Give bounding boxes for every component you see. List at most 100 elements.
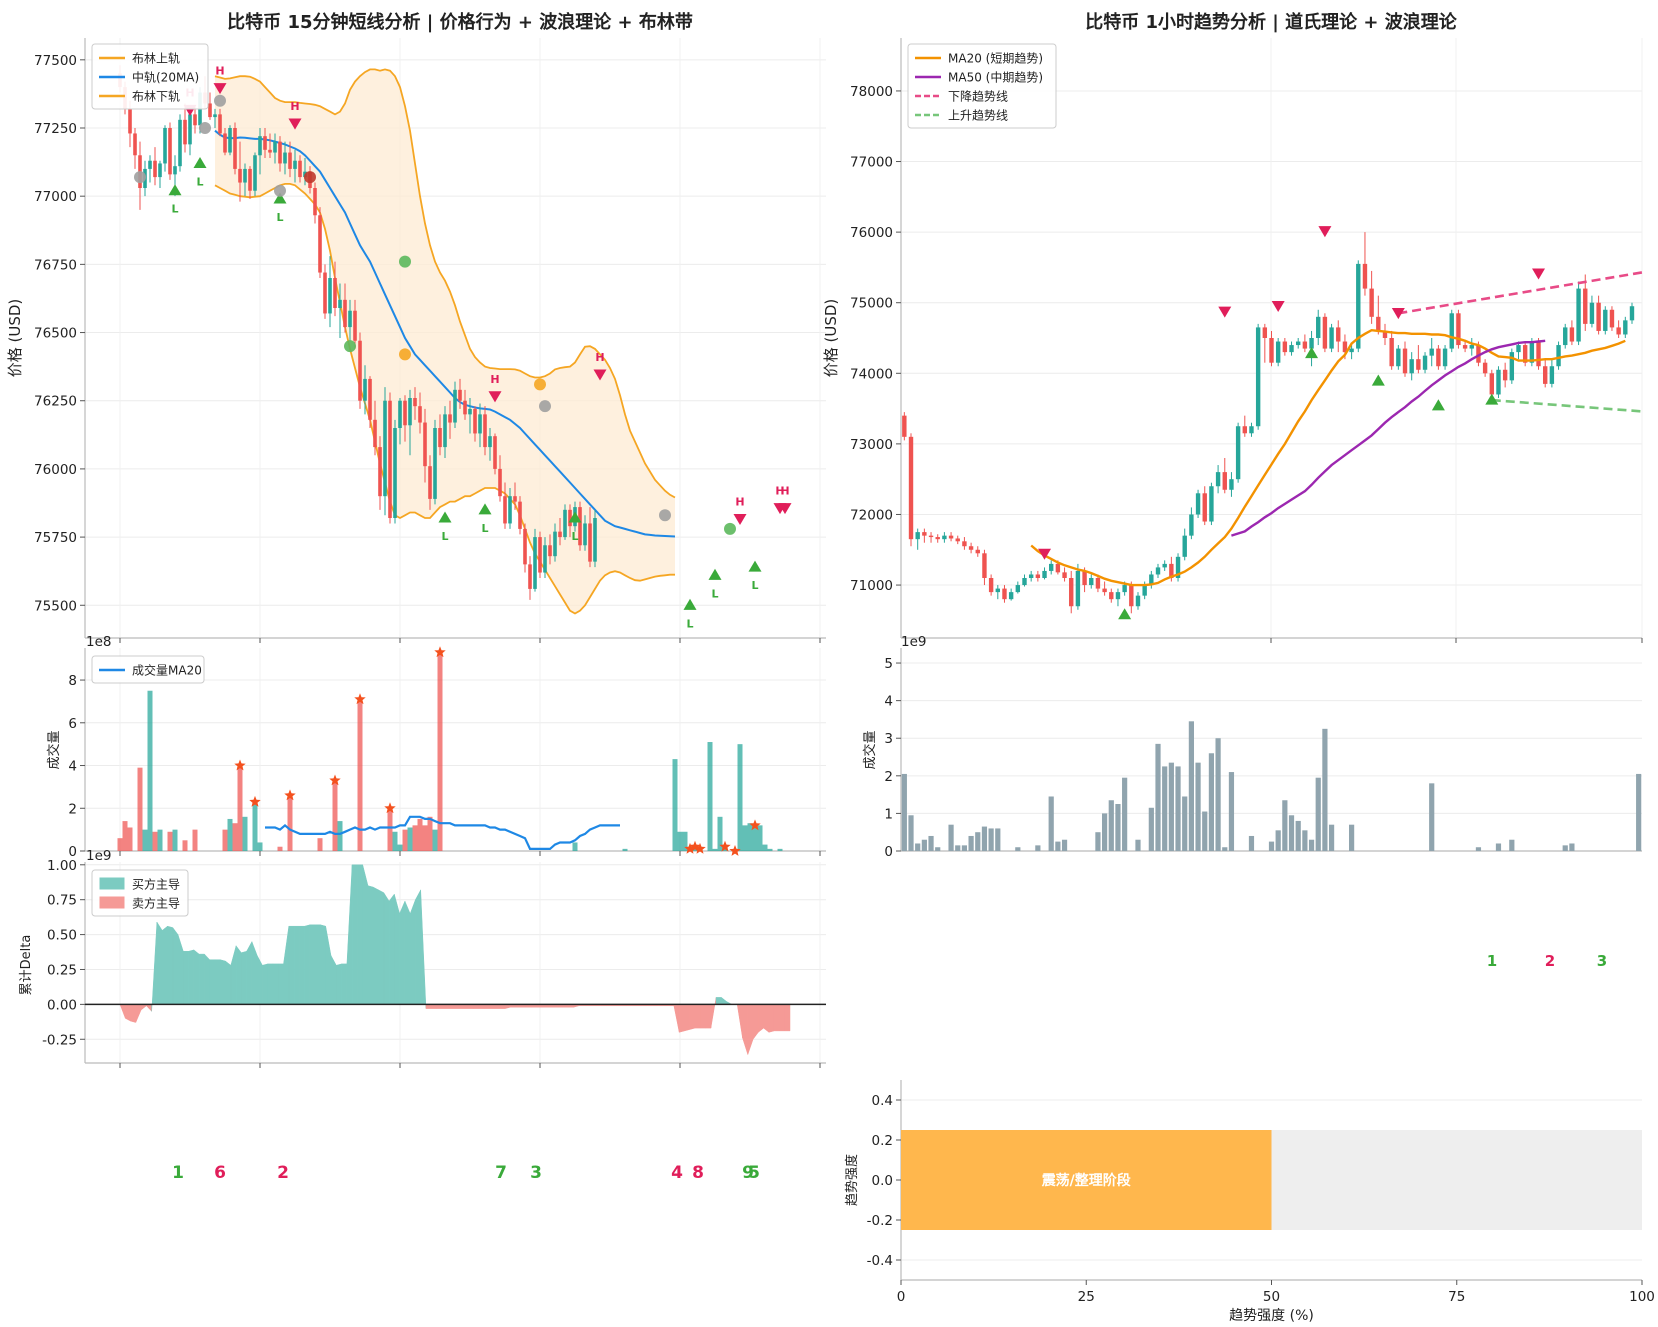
right-candle-body: [1235, 426, 1241, 480]
gauge-x-tick-label: 0: [897, 1289, 906, 1305]
right-candle-body: [1342, 341, 1348, 353]
pattern-dot-gray: [539, 400, 551, 413]
right-volume-bar: [1195, 762, 1201, 851]
left-candle-body: [448, 414, 452, 423]
left-volume-bar: [742, 825, 748, 851]
delta-buy-segment: [320, 924, 326, 1005]
delta-sell-segment: [146, 1004, 152, 1013]
delta-buy-segment: [309, 924, 316, 1005]
right-candle-body: [1008, 592, 1014, 600]
right-volume-bar: [1135, 839, 1141, 851]
left-candle-body: [253, 155, 257, 191]
right-volume-bar: [1636, 773, 1642, 851]
delta-buy-segment: [198, 953, 205, 1005]
gauge-x-tick-label: 100: [1629, 1289, 1655, 1305]
pattern-dot-orange: [399, 348, 411, 361]
right-candle-body: [995, 588, 1000, 593]
right-candle-body: [902, 415, 907, 437]
left-candle-body: [373, 419, 377, 448]
left-candle-body: [213, 114, 217, 118]
left-delta-y-tick-label: -0.25: [42, 1032, 77, 1048]
left-candle-body: [333, 278, 337, 308]
delta-sell-segment: [130, 1004, 137, 1023]
gauge-y-tick-label: 0.4: [872, 1093, 893, 1109]
left-swing-markers: HHHHHHHHLLLLLLLLL: [134, 65, 792, 630]
volume-spike-star: [729, 845, 741, 856]
swing-low-marker: [478, 503, 492, 515]
volume-spike-star: [684, 842, 696, 854]
volume-spike-star: [249, 795, 261, 807]
left-volume-legend-entry: 成交量MA20: [132, 663, 202, 678]
right-candle-body: [1149, 574, 1154, 586]
gauge-phase-label: 震荡/整理阶段: [1041, 1172, 1131, 1189]
right-candle-body: [1209, 486, 1214, 522]
right-volume-bar: [935, 847, 941, 851]
volume-spike-star: [234, 759, 246, 771]
left-volume-bar: [182, 840, 188, 851]
left-candle-body: [153, 160, 157, 178]
swing-high-marker: [213, 83, 227, 95]
left-volume-bar: [222, 829, 228, 851]
left-volume-exponent: 1e8: [86, 634, 111, 650]
right-candle-body: [1109, 592, 1114, 600]
left-candle-body: [233, 128, 237, 169]
left-candle-body: [418, 406, 422, 423]
right-volume-bar: [975, 832, 981, 851]
left-candle-body: [218, 114, 222, 134]
right-price-legend-entry: 上升趋势线: [948, 109, 1008, 123]
volume-spike-star: [329, 774, 341, 786]
delta-sell-segment: [689, 1004, 696, 1030]
swing-low-label: L: [481, 522, 488, 535]
right-candle-body: [1623, 320, 1628, 335]
right-volume-bar: [1155, 743, 1161, 851]
right-price-y-tick-label: 73000: [850, 437, 893, 453]
left-candle-body: [518, 501, 522, 529]
right-candle-body: [908, 436, 914, 540]
right-volume-bar: [1175, 766, 1181, 851]
left-volume-bar: [622, 848, 628, 851]
left-candle-body: [578, 507, 582, 546]
left-candle-body: [273, 141, 277, 153]
left-volume-bar: [572, 842, 578, 851]
gauge-ylabel: 趋势强度: [844, 1154, 860, 1206]
swing-low-marker: [683, 598, 697, 610]
delta-buy-segment: [420, 889, 427, 1009]
right-candle-body: [1356, 263, 1361, 349]
left-volume-bars: [117, 646, 783, 856]
delta-buy-segment: [246, 941, 253, 1005]
swing-low-label: L: [171, 203, 178, 216]
delta-buy-segment: [251, 941, 258, 1005]
gauge-xlabel: 趋势强度 (%): [1229, 1308, 1314, 1324]
right-candle-body: [1195, 493, 1201, 515]
right-candle-body: [915, 532, 920, 540]
delta-buy-segment: [415, 889, 421, 1005]
right-price-legend-entry: MA50 (中期趋势): [948, 70, 1043, 85]
left-delta-y-tick-label: 0.75: [47, 893, 77, 909]
left-candle-body: [368, 378, 372, 420]
left-candle-body: [323, 272, 327, 314]
left-volume-bar: [287, 795, 293, 851]
gauge-value-bar: [901, 1130, 1272, 1230]
left-volume-bar: [337, 821, 343, 851]
left-price-legend-frame: [91, 43, 209, 110]
right-volume-bar: [1182, 796, 1188, 851]
delta-buy-segment: [399, 901, 406, 1005]
right-candle-body: [1369, 288, 1374, 317]
swing-high-marker: [778, 503, 792, 515]
delta-buy-segment: [721, 996, 727, 1005]
right-price-y-tick-label: 76000: [850, 225, 893, 241]
swing-low-marker: [168, 184, 182, 196]
right-candle-body: [1055, 563, 1061, 573]
left-volume-bar: [257, 842, 263, 851]
right-candle-body: [1162, 563, 1167, 568]
right-candle-body: [1316, 316, 1321, 338]
delta-buy-segment: [341, 963, 348, 1005]
left-wave-label: 3: [530, 1163, 542, 1183]
left-volume-bar: [137, 767, 143, 851]
right-price-y-tick-label: 75000: [850, 296, 893, 312]
volume-spike-star: [434, 646, 446, 658]
swing-low-marker: [568, 511, 582, 523]
right-candle-body: [1529, 341, 1535, 363]
delta-sell-segment: [694, 1004, 701, 1029]
